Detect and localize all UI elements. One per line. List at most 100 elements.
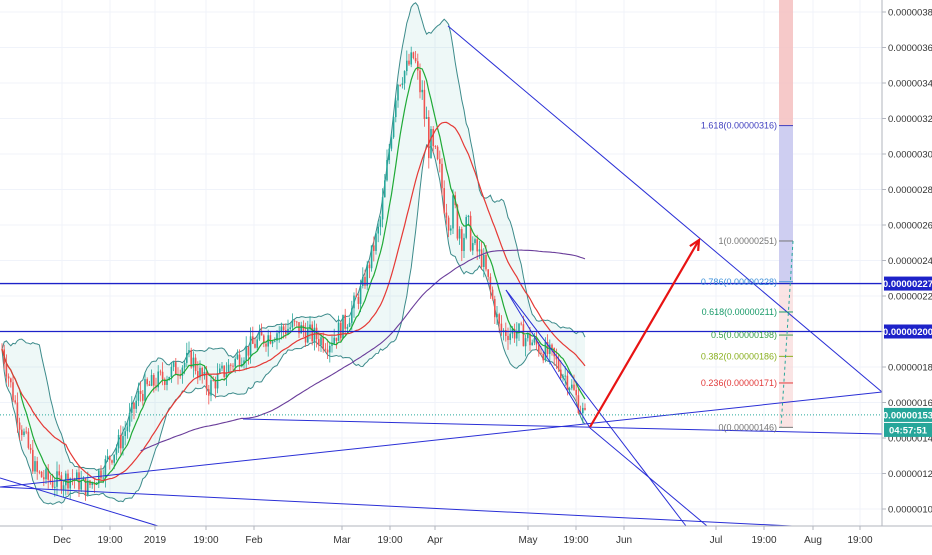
price-tag-bg: [884, 422, 932, 437]
candle-body: [161, 371, 164, 380]
candle-body: [300, 325, 302, 334]
candle-body: [509, 333, 511, 341]
candle-body: [368, 264, 371, 269]
candle-body: [179, 375, 181, 377]
x-tick-label: Dec: [53, 535, 71, 546]
candle-body: [144, 379, 146, 401]
x-axis[interactable]: Dec 19:00 2019 19:00 Feb Mar 19:00 Apr May 19:00 J…: [53, 526, 873, 546]
candle-body: [117, 434, 120, 449]
trendline: [505, 289, 591, 429]
price-tag-bg: [884, 324, 932, 339]
candle-body: [357, 297, 360, 304]
candle-body: [443, 188, 445, 213]
candle-body: [278, 331, 280, 334]
candle-body: [14, 400, 16, 403]
candle-body: [45, 468, 47, 480]
candle-body: [190, 350, 192, 368]
candle-body: [188, 350, 190, 353]
y-tick-label: 0.00000380: [888, 8, 932, 19]
candle-body: [7, 376, 10, 379]
candle-body: [461, 229, 463, 251]
candle-body: [214, 380, 217, 389]
candle-body: [58, 471, 60, 476]
candle-body: [467, 215, 470, 218]
candle-body: [326, 349, 329, 353]
candle-body: [186, 352, 188, 363]
candle-body: [256, 339, 258, 348]
candle-body: [201, 367, 203, 377]
arrow-shaft: [589, 239, 700, 428]
trendline: [505, 289, 687, 527]
horizontal-levels: [0, 282, 882, 416]
candle-body: [434, 146, 437, 147]
arrow-head: [689, 237, 701, 252]
candle-body: [106, 456, 109, 460]
candle-body: [351, 308, 353, 323]
x-tick-label: Aug: [804, 535, 822, 546]
candle-body: [16, 402, 19, 423]
x-tick-label: Mar: [333, 535, 351, 546]
candle-body: [478, 249, 481, 252]
candle-body: [505, 330, 507, 336]
candle-body: [274, 340, 276, 342]
x-axis-panel[interactable]: [0, 526, 932, 550]
candle-body: [219, 368, 221, 374]
candle-body: [199, 367, 201, 378]
candle-body: [126, 426, 129, 432]
candle-body: [412, 52, 415, 59]
candle-body: [428, 117, 430, 159]
candle-body: [245, 346, 247, 361]
candle-body: [142, 393, 144, 401]
candle-body: [102, 477, 104, 479]
candle-body: [522, 324, 525, 347]
candle-body: [518, 323, 520, 333]
candle-body: [260, 330, 263, 336]
candle-body: [293, 320, 296, 322]
candle-body: [463, 237, 465, 251]
candle-body: [254, 343, 256, 348]
candle-body: [47, 468, 49, 480]
candle-body: [67, 473, 69, 489]
candle-body: [502, 330, 505, 332]
candle-body: [568, 388, 571, 390]
candle-body: [533, 338, 536, 343]
candle-body: [476, 239, 478, 252]
x-tick-label: May: [519, 535, 538, 546]
candle-body: [302, 325, 305, 332]
candle-body: [331, 343, 333, 346]
candle-body: [133, 402, 135, 409]
price-tag-label: 0.00000200: [883, 327, 932, 338]
candle-body: [421, 89, 423, 93]
candle-body: [560, 369, 562, 379]
candle-body: [516, 332, 518, 339]
y-axis-panel[interactable]: [882, 0, 932, 550]
ma-mid-line: [1, 121, 586, 482]
fibonacci-retracement[interactable]: 1.618(0.00000316) 1(0.00000251) 0.786(0.00…: [701, 121, 794, 433]
candle-body: [480, 249, 483, 267]
candle-body: [232, 365, 234, 367]
candle-body: [265, 343, 267, 347]
candle-body: [98, 470, 100, 484]
ma-short-line: [1, 66, 586, 486]
candle-body: [104, 459, 107, 478]
candle-body: [10, 378, 12, 383]
candle-body: [131, 402, 133, 413]
candle-body: [401, 83, 404, 86]
candle-body: [474, 239, 476, 244]
projection-arrow: [589, 237, 701, 428]
candle-body: [111, 460, 113, 463]
candle-body: [392, 117, 395, 138]
candle-body: [100, 470, 102, 479]
candle-body: [410, 52, 412, 65]
candle-body: [498, 314, 500, 324]
price-tag-label: 0.00000153: [883, 410, 932, 421]
candle-body: [258, 330, 261, 340]
